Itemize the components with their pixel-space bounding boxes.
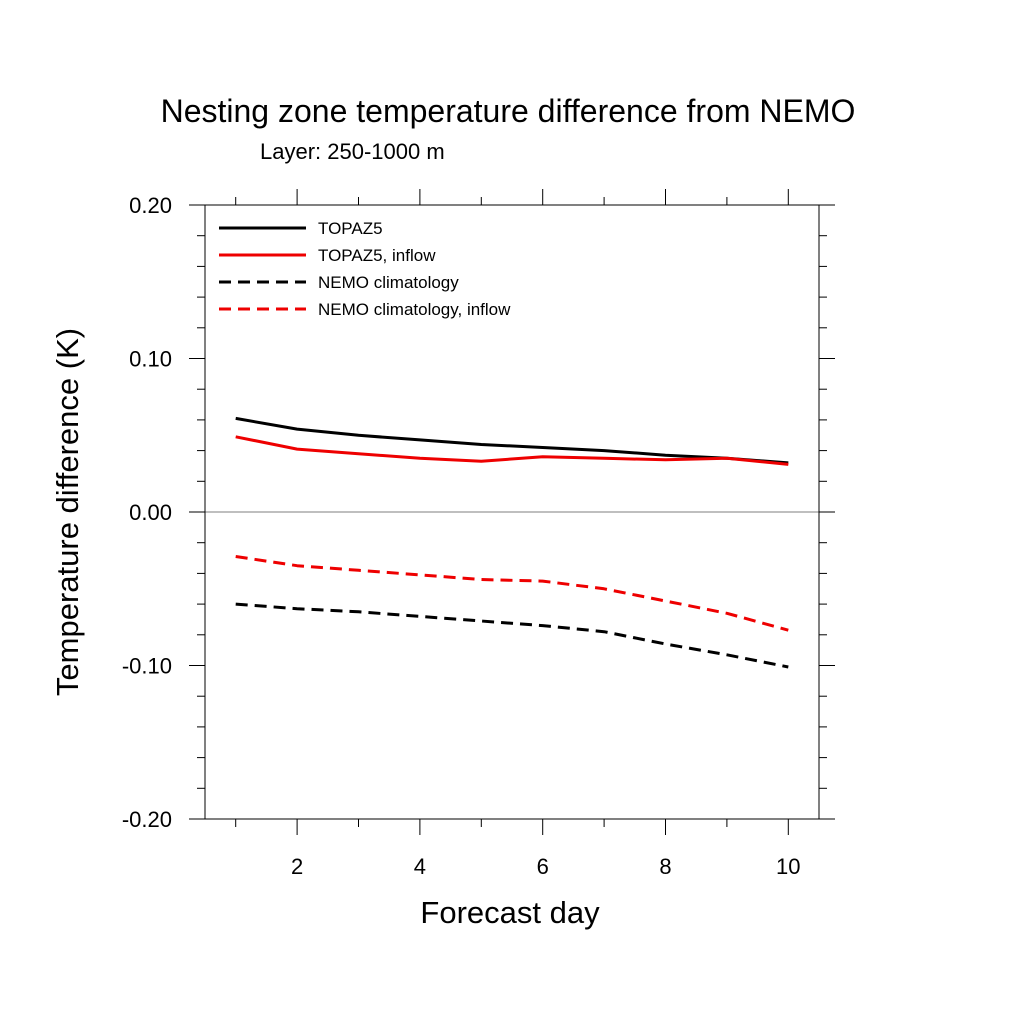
series-line-1 [235,416,789,465]
chart-subtitle: Layer: 250-1000 m [260,139,445,164]
legend: TOPAZ5 TOPAZ5, inflow NEMO climatology NEMO… [219,219,511,319]
legend-label-4: NEMO climatology, inflow [318,300,511,319]
plot-area: 2 4 6 8 10 -0.20 -0.10 0.00 0.10 0.20 [122,189,835,879]
y-tick-label: 0.10 [129,347,172,372]
legend-label-1: TOPAZ5 [318,219,383,238]
y-tick-label: 0.20 [129,193,172,218]
y-axis-title: Temperature difference (K) [50,328,85,696]
series-line-2 [235,435,789,466]
x-tick-label: 6 [537,854,549,879]
x-tick-label: 4 [414,854,426,879]
y-tick-label: 0.00 [129,500,172,525]
chart-title: Nesting zone temperature difference from… [161,93,856,129]
legend-label-3: NEMO climatology [318,273,459,292]
y-tick-label: -0.10 [122,654,172,679]
legend-label-2: TOPAZ5, inflow [318,246,436,265]
series-line-3 [235,602,789,669]
series-line-4 [235,555,789,632]
y-tick-label: -0.20 [122,807,172,832]
x-tick-label: 8 [659,854,671,879]
x-axis-title: Forecast day [420,895,600,930]
plot-frame [204,204,820,820]
x-tick-label: 2 [291,854,303,879]
x-tick-label: 10 [776,854,800,879]
